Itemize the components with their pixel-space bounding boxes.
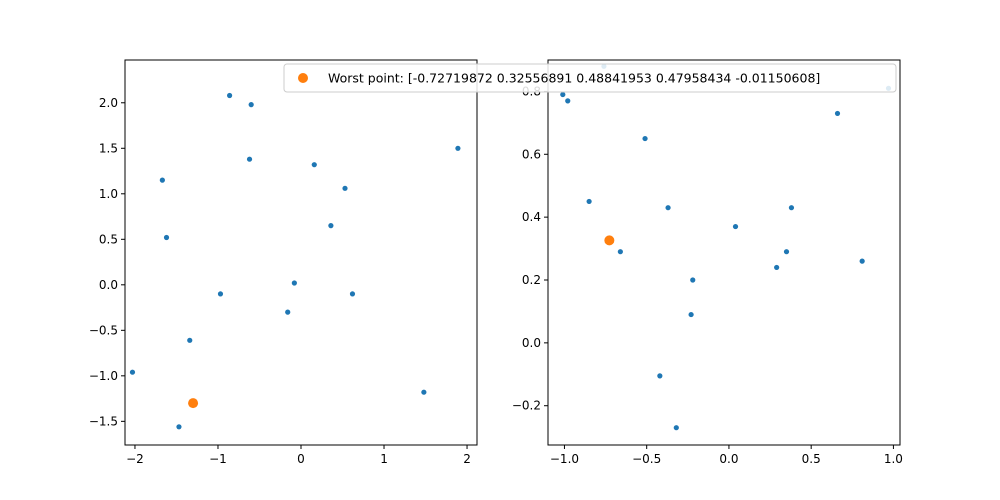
- scatter-panel-1: −2 −1 0 1 2 −1.5 −1.0 −0.5 0.0 0.5 1.0 1.5 2.0: [89, 59, 478, 466]
- data-point: [834, 110, 841, 117]
- scatter-panel-2: −1.0−0.50.00.51.0−0.20.00.20.40.60.8: [512, 59, 903, 466]
- y-tick-label: −1.5: [89, 414, 118, 428]
- y-tick-label: 0.4: [522, 210, 541, 224]
- axes-frame: [547, 59, 901, 446]
- panels: −2 −1 0 1 2 −1.5 −1.0 −0.5 0.0 0.5 1.0 1.5 2.0 −1.0 −0…: [89, 59, 903, 466]
- data-point: [657, 373, 663, 379]
- data-point: [342, 185, 348, 191]
- data-point: [774, 264, 780, 271]
- data-point: [217, 291, 224, 297]
- series-2: [188, 398, 199, 409]
- y-tick-label: 0.6: [522, 147, 541, 161]
- x-tick-label: 1.0: [884, 452, 903, 466]
- y-tick-label: 0.0: [522, 336, 541, 350]
- data-point: [565, 98, 571, 104]
- series-2: [604, 235, 615, 246]
- data-point: [783, 249, 790, 255]
- x-tick-label: 0.5: [802, 452, 821, 466]
- y-tick-label: −1.0: [89, 369, 118, 383]
- x-tick-label: 2: [463, 452, 471, 466]
- data-point: [788, 205, 795, 211]
- data-point: [285, 309, 291, 315]
- x-tick-label: −1.0: [550, 452, 579, 466]
- data-point: [227, 92, 233, 99]
- series-1: [129, 92, 461, 430]
- data-point: [560, 91, 566, 98]
- y-tick-label: 0.2: [522, 273, 541, 287]
- data-point: [673, 425, 679, 431]
- data-point: [129, 369, 136, 375]
- y-tick-label: 2.0: [99, 96, 118, 110]
- data-point: [187, 337, 193, 343]
- x-tick-label: −2: [126, 452, 144, 466]
- data-point: [859, 258, 865, 264]
- data-point: [455, 145, 461, 151]
- y-tick-label: 0.5: [99, 232, 118, 246]
- y-tick-label: −0.5: [89, 323, 118, 337]
- legend-box: [283, 63, 897, 93]
- worst-point: [188, 398, 199, 409]
- y-tick-label: 1.5: [99, 141, 118, 155]
- y-tick-label: 0.0: [99, 278, 118, 292]
- data-point: [349, 291, 356, 297]
- legend-label: Worst point: [-0.72719872 0.32556891 0.4…: [328, 71, 820, 86]
- data-point: [586, 198, 592, 205]
- x-tick-label: 0.0: [719, 452, 738, 466]
- data-point: [159, 177, 165, 183]
- data-point: [642, 135, 648, 142]
- data-point: [163, 234, 170, 241]
- data-point: [246, 156, 253, 162]
- y-tick-label: 1.0: [99, 187, 118, 201]
- data-point: [665, 205, 671, 211]
- worst-point: [604, 235, 615, 246]
- y-tick-label: −0.2: [512, 399, 541, 413]
- data-point: [690, 277, 696, 283]
- x-tick-label: 1: [380, 452, 388, 466]
- data-point: [732, 223, 739, 230]
- data-point: [617, 249, 623, 255]
- data-point: [328, 223, 334, 229]
- data-point: [248, 102, 254, 108]
- data-point: [688, 311, 694, 318]
- data-point: [311, 162, 317, 168]
- x-tick-label: −0.5: [632, 452, 661, 466]
- x-tick-label: 0: [297, 452, 305, 466]
- legend: Worst point: [-0.72719872 0.32556891 0.4…: [283, 63, 897, 93]
- x-tick-label: −1: [209, 452, 227, 466]
- data-point: [291, 280, 297, 286]
- data-point: [421, 389, 427, 395]
- legend-marker: [298, 73, 308, 83]
- data-point: [176, 424, 182, 430]
